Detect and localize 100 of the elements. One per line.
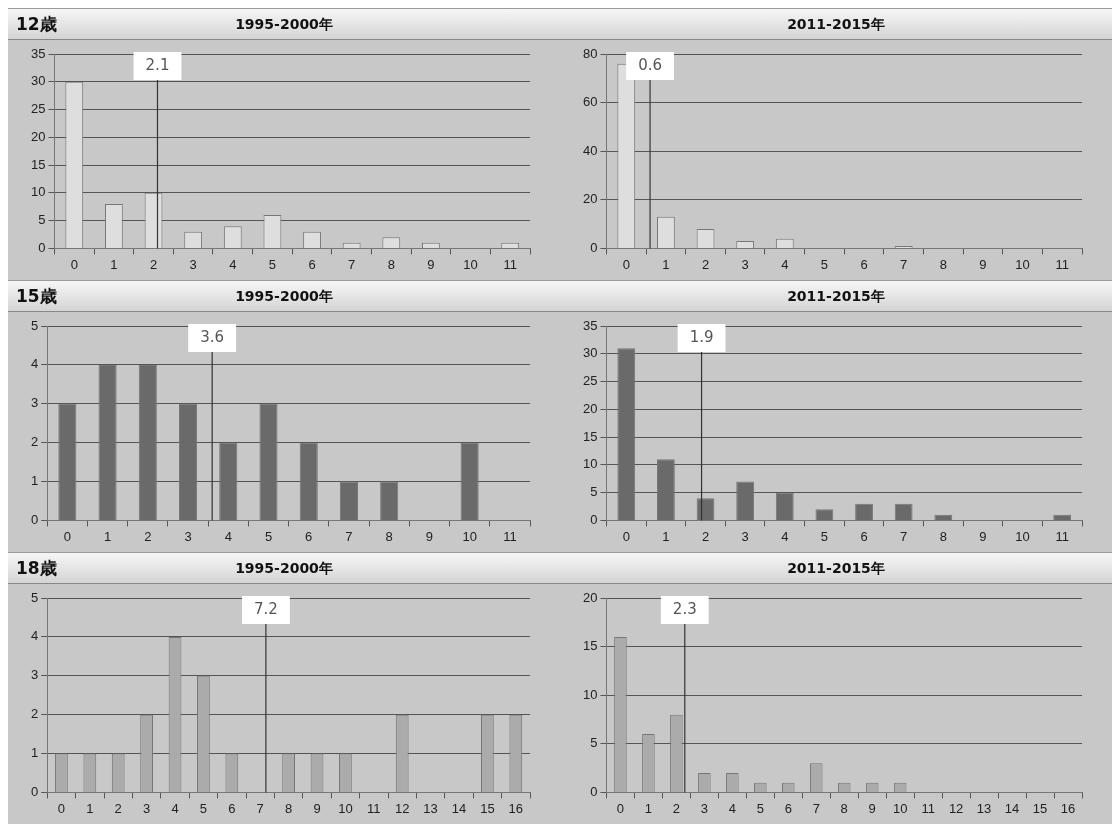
- x-tick-label: 5: [820, 256, 829, 272]
- x-tick-label: 0: [63, 528, 71, 544]
- x-tick-label: 7: [348, 256, 356, 272]
- ref-line-label: 3.6: [200, 327, 225, 346]
- x-tick-label: 6: [784, 800, 792, 816]
- text: 12歳: [16, 13, 57, 36]
- x-tick-label: 6: [308, 256, 316, 272]
- chart-title: 2011-2015年: [786, 16, 886, 34]
- x-tick-label: 10: [463, 256, 478, 272]
- y-tick-label: 20: [30, 128, 46, 144]
- x-tick-label: 7: [900, 528, 908, 544]
- text: 18歳: [16, 557, 57, 580]
- y-tick-label: 1: [31, 745, 39, 761]
- x-tick-label: 7: [900, 256, 908, 272]
- x-tick-label: 1: [110, 256, 118, 272]
- x-tick-label: 4: [224, 528, 232, 544]
- y-tick-label: 1: [31, 473, 39, 489]
- x-tick-label: 4: [229, 256, 237, 272]
- y-tick-label: 10: [582, 456, 598, 472]
- x-tick-label: 16: [508, 800, 524, 816]
- x-tick-label: 6: [228, 800, 236, 816]
- y-tick-label: 30: [582, 345, 598, 361]
- x-tick-label: 4: [781, 256, 789, 272]
- x-tick-label: 12: [948, 800, 964, 816]
- x-tick-label: 6: [860, 528, 868, 544]
- x-tick-label: 3: [741, 256, 749, 272]
- x-tick-label: 3: [741, 528, 749, 544]
- x-tick-label: 8: [939, 528, 947, 544]
- x-tick-label: 5: [268, 256, 277, 272]
- x-tick-label: 1: [662, 528, 670, 544]
- x-tick-label: 7: [812, 800, 820, 816]
- y-tick-label: 15: [582, 428, 598, 444]
- x-tick-label: 4: [171, 800, 179, 816]
- x-tick-label: 2: [144, 528, 152, 544]
- x-tick-label: 2: [701, 528, 710, 544]
- y-tick-label: 20: [582, 191, 598, 207]
- x-tick-label: 9: [868, 800, 876, 816]
- ref-line-label: 7.2: [253, 599, 278, 618]
- x-tick-label: 15: [1032, 800, 1048, 816]
- y-tick-label: 3: [31, 667, 39, 683]
- x-tick-label: 0: [616, 800, 625, 816]
- x-tick-label: 5: [199, 800, 208, 816]
- x-tick-label: 1: [662, 256, 670, 272]
- x-tick-label: 13: [976, 800, 992, 816]
- x-tick-label: 8: [385, 528, 393, 544]
- x-tick-label: 11: [1055, 528, 1069, 544]
- x-tick-label: 1: [86, 800, 94, 816]
- x-tick-label: 5: [820, 528, 829, 544]
- y-tick-label: 2: [31, 434, 39, 450]
- text: 15歳: [16, 285, 57, 308]
- x-tick-label: 14: [451, 800, 467, 816]
- x-tick-label: 10: [338, 800, 353, 816]
- ref-line-label: 1.9: [689, 327, 714, 346]
- x-tick-label: 5: [264, 528, 273, 544]
- chart-title: 2011-2015年: [786, 560, 886, 578]
- y-tick-label: 0: [590, 239, 598, 255]
- x-tick-label: 11: [921, 800, 935, 816]
- y-tick-label: 2: [31, 706, 39, 722]
- y-tick-label: 25: [582, 373, 598, 389]
- x-tick-label: 0: [57, 800, 66, 816]
- x-tick-label: 8: [387, 256, 395, 272]
- y-tick-label: 15: [30, 156, 46, 172]
- x-tick-label: 0: [70, 256, 78, 272]
- x-tick-label: 2: [149, 256, 158, 272]
- x-tick-label: 13: [423, 800, 438, 816]
- x-tick-label: 0: [622, 256, 630, 272]
- x-tick-label: 2: [114, 800, 122, 816]
- x-tick-label: 9: [979, 528, 987, 544]
- y-tick-label: 5: [31, 589, 39, 605]
- x-tick-label: 3: [143, 800, 151, 816]
- y-tick-label: 15: [582, 638, 598, 654]
- y-tick-label: 4: [31, 356, 39, 372]
- x-tick-label: 0: [622, 528, 630, 544]
- y-tick-label: 0: [590, 511, 598, 527]
- x-tick-label: 11: [367, 800, 381, 816]
- y-tick-label: 35: [582, 317, 598, 333]
- y-tick-label: 30: [30, 73, 46, 89]
- x-tick-label: 12: [394, 800, 410, 816]
- chart-title: 1995-2000年: [235, 16, 333, 32]
- x-tick-label: 11: [503, 528, 517, 544]
- x-tick-label: 8: [840, 800, 848, 816]
- y-tick-label: 0: [590, 783, 598, 799]
- x-tick-label: 10: [892, 800, 908, 816]
- x-tick-label: 2: [701, 256, 710, 272]
- x-tick-label: 10: [1015, 528, 1030, 544]
- y-tick-label: 35: [30, 45, 46, 61]
- x-tick-label: 3: [700, 800, 708, 816]
- y-tick-label: 0: [38, 239, 46, 255]
- x-tick-label: 10: [462, 528, 477, 544]
- y-tick-label: 0: [31, 511, 39, 527]
- x-tick-label: 8: [939, 256, 947, 272]
- x-tick-label: 11: [1055, 256, 1069, 272]
- x-tick-label: 3: [184, 528, 192, 544]
- ref-line-label: 2.3: [672, 599, 697, 618]
- x-tick-label: 5: [756, 800, 764, 816]
- x-tick-label: 9: [425, 528, 434, 544]
- y-tick-label: 5: [31, 317, 39, 333]
- y-tick-label: 5: [38, 212, 46, 228]
- x-tick-label: 6: [305, 528, 313, 544]
- x-tick-label: 16: [1060, 800, 1076, 816]
